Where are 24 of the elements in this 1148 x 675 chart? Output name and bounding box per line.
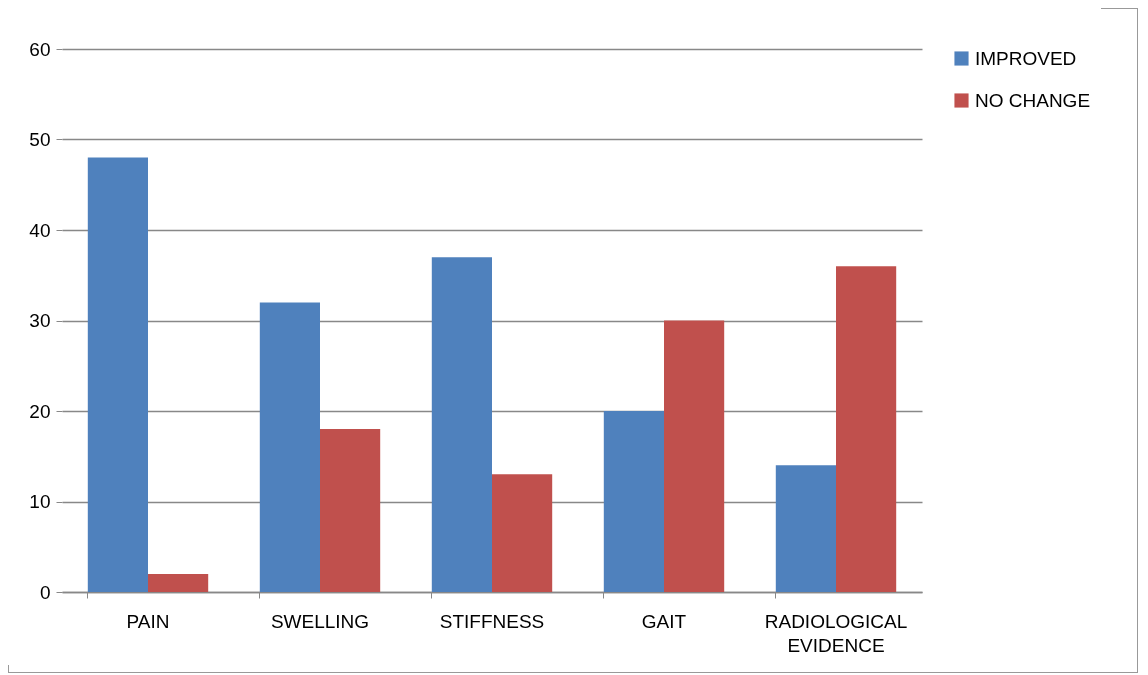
bar xyxy=(603,411,664,592)
bar xyxy=(775,465,836,592)
legend-label: IMPROVED xyxy=(975,47,1077,69)
y-tick-label: 30 xyxy=(29,310,51,331)
bar xyxy=(148,573,209,592)
x-tick-label: PAIN xyxy=(126,610,170,632)
x-tick-label: SWELLING xyxy=(270,610,370,632)
y-tick-label: 60 xyxy=(29,38,51,60)
bar xyxy=(836,266,897,592)
bar xyxy=(259,302,320,592)
y-tick-label: 40 xyxy=(29,219,51,241)
bar xyxy=(492,474,553,592)
bar xyxy=(87,157,148,592)
x-tick-label: RADIOLOGICAL EVIDENCE xyxy=(764,610,908,656)
bar xyxy=(664,320,725,592)
y-tick-label: 50 xyxy=(29,129,51,150)
y-tick-label: 10 xyxy=(29,491,51,512)
legend-label: NO CHANGE xyxy=(975,89,1091,111)
x-tick-label: STIFFNESS xyxy=(439,610,545,632)
x-tick-label: GAIT xyxy=(641,610,687,632)
y-tick-label: 20 xyxy=(29,400,51,422)
y-tick-label: 0 xyxy=(39,581,51,603)
bar xyxy=(431,257,492,592)
bar xyxy=(320,429,381,592)
